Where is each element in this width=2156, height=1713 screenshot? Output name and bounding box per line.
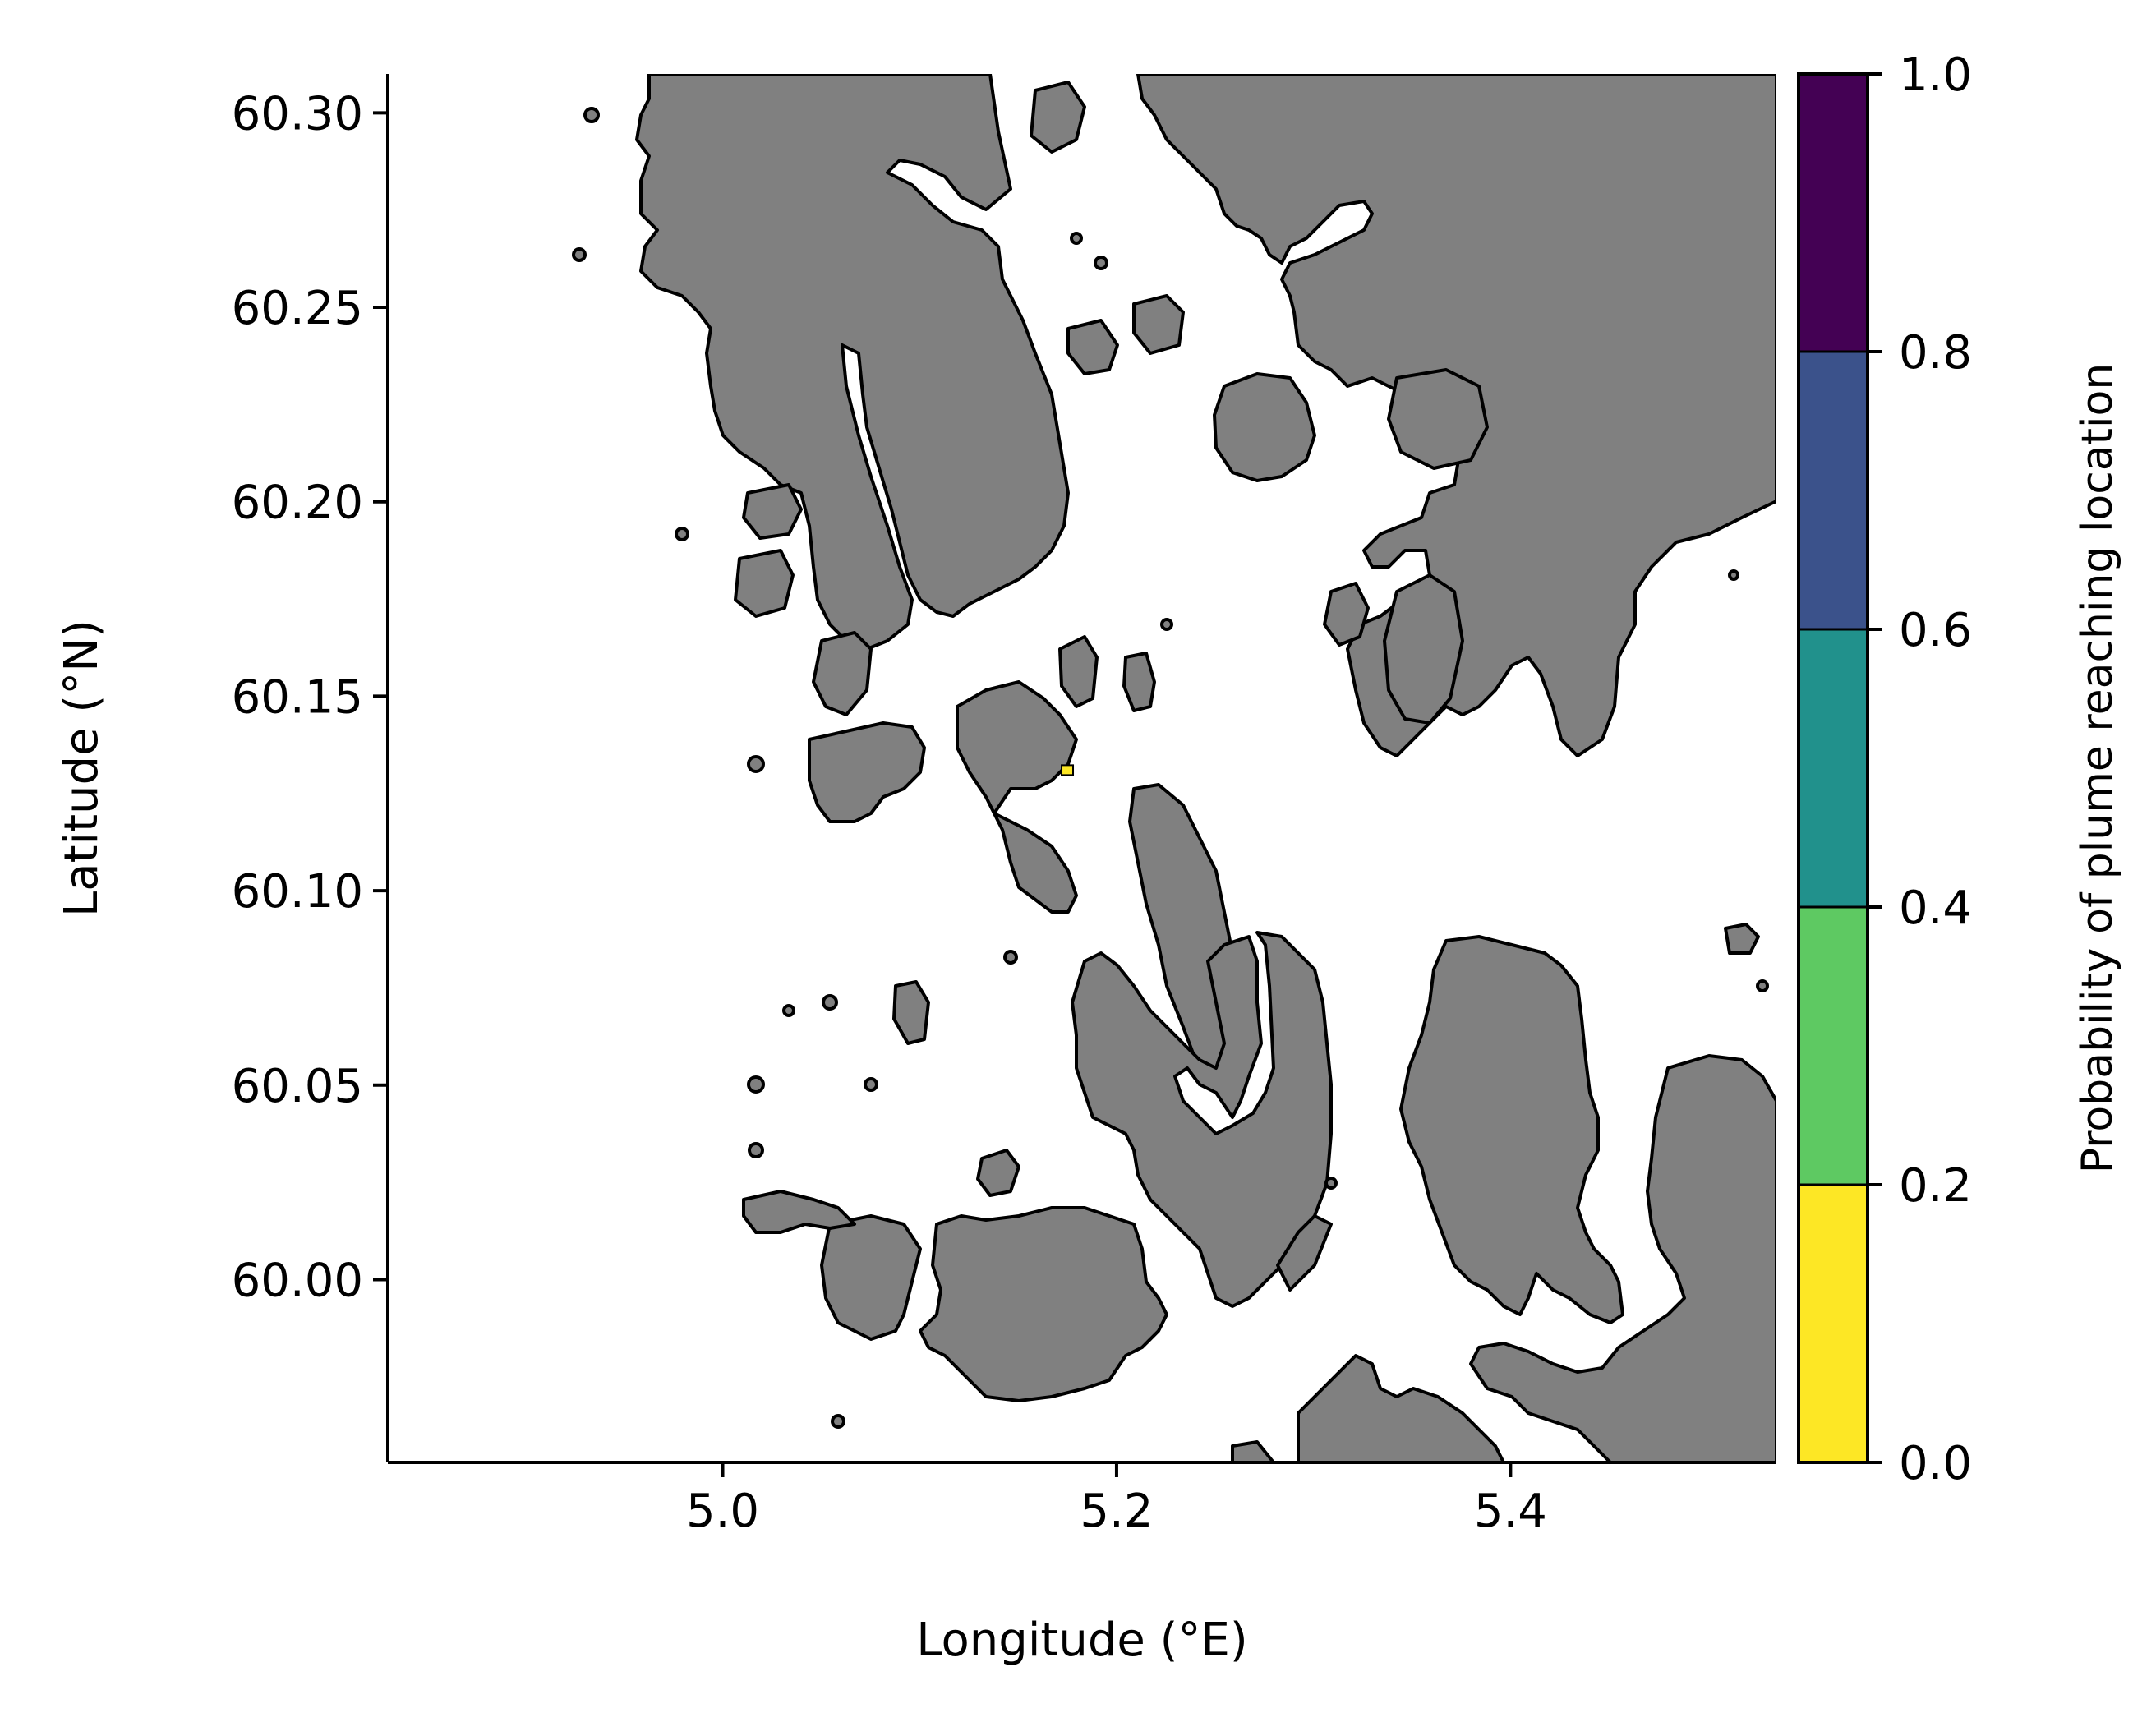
land-small-island <box>1383 573 1464 725</box>
y-tick-label: 60.25 <box>232 282 363 335</box>
land-islet <box>1094 256 1108 270</box>
land-central-island <box>956 680 1078 914</box>
colorbar <box>1797 72 1869 1464</box>
land-islet <box>822 994 838 1011</box>
land-islet <box>831 1414 845 1429</box>
release-point-marker <box>1061 764 1075 776</box>
colorbar-tick-label: 0.8 <box>1899 326 1972 380</box>
land-small-island <box>976 1149 1020 1197</box>
colorbar-tick-label: 1.0 <box>1899 48 1972 102</box>
land-islet <box>675 527 689 541</box>
land-central-island <box>808 721 926 823</box>
land-layer <box>572 74 1776 1462</box>
land-south-island <box>1297 1354 1505 1462</box>
land-northwest-island <box>635 74 1070 651</box>
land-islet <box>782 1004 795 1017</box>
colorbar-tick-label: 0.2 <box>1899 1159 1972 1213</box>
colorbar-bin <box>1797 1183 1869 1464</box>
colorbar-bin <box>1797 72 1869 353</box>
colorbar-bin <box>1797 905 1869 1186</box>
land-small-island <box>1724 923 1760 955</box>
colorbar-bin <box>1797 350 1869 631</box>
map-panel <box>388 74 1776 1462</box>
land-small-island <box>1213 372 1316 482</box>
y-tick-label: 60.00 <box>232 1255 363 1308</box>
x-tick-label: 5.0 <box>686 1485 759 1538</box>
land-central-island <box>1122 652 1156 712</box>
x-axis-label: Longitude (°E) <box>916 1614 1247 1667</box>
land-small-island <box>1276 1214 1333 1292</box>
x-tick-label: 5.2 <box>1080 1485 1153 1538</box>
land-south-island <box>1231 1440 1275 1462</box>
y-axis-label: Latitude (°N) <box>55 619 108 917</box>
land-islet <box>1728 569 1739 581</box>
y-tick-label: 60.10 <box>232 865 363 919</box>
land-central-island <box>1058 635 1099 708</box>
y-tick-label: 60.05 <box>232 1060 363 1113</box>
land-small-island <box>1387 368 1489 470</box>
land-east-island <box>1399 935 1624 1324</box>
land-islet <box>1003 950 1018 965</box>
land-islet <box>572 247 587 262</box>
colorbar-label: Probability of plume reaching location <box>2073 363 2122 1174</box>
land-islet <box>747 1075 765 1094</box>
x-ticks: 5.0 5.2 5.4 <box>686 1462 1547 1538</box>
y-tick-label: 60.15 <box>232 670 363 724</box>
land-islet <box>748 1142 764 1158</box>
colorbar-bin <box>1797 628 1869 909</box>
land-small-island <box>742 483 803 540</box>
land-small-island <box>1030 81 1086 154</box>
land-small-island <box>1132 294 1185 355</box>
land-islet <box>1756 979 1769 992</box>
land-islet <box>583 107 600 123</box>
land-east-island <box>1469 1054 1776 1462</box>
land-northeast-mainland <box>1136 74 1776 757</box>
land-islet <box>1160 618 1173 631</box>
colorbar-tick-label: 0.6 <box>1899 604 1972 657</box>
land-small-island <box>1323 582 1370 647</box>
y-tick-label: 60.30 <box>232 87 363 140</box>
land-southwest-island <box>742 1190 856 1234</box>
land-southwest-island <box>919 1206 1168 1402</box>
land-islet <box>864 1077 878 1092</box>
land-southwest-island <box>820 1214 922 1341</box>
colorbar-frame <box>1797 72 1869 1464</box>
y-tick-label: 60.20 <box>232 477 363 530</box>
land-islet <box>747 755 765 773</box>
colorbar-ticks: 0.0 0.2 0.4 0.6 0.8 1.0 <box>1868 48 1972 1490</box>
y-ticks: 60.30 60.25 60.20 60.15 60.10 60.05 60.00 <box>232 87 388 1308</box>
land-small-island <box>1066 319 1119 375</box>
x-tick-label: 5.4 <box>1474 1485 1547 1538</box>
land-islet <box>1070 232 1083 245</box>
colorbar-tick-label: 0.4 <box>1899 882 1972 935</box>
colorbar-tick-label: 0.0 <box>1899 1437 1972 1490</box>
land-south-central-island <box>1071 931 1333 1308</box>
land-islet <box>1324 1177 1338 1190</box>
land-small-island <box>734 549 795 618</box>
axes <box>386 74 1776 1464</box>
land-small-island <box>892 980 930 1045</box>
land-small-island <box>812 631 873 716</box>
